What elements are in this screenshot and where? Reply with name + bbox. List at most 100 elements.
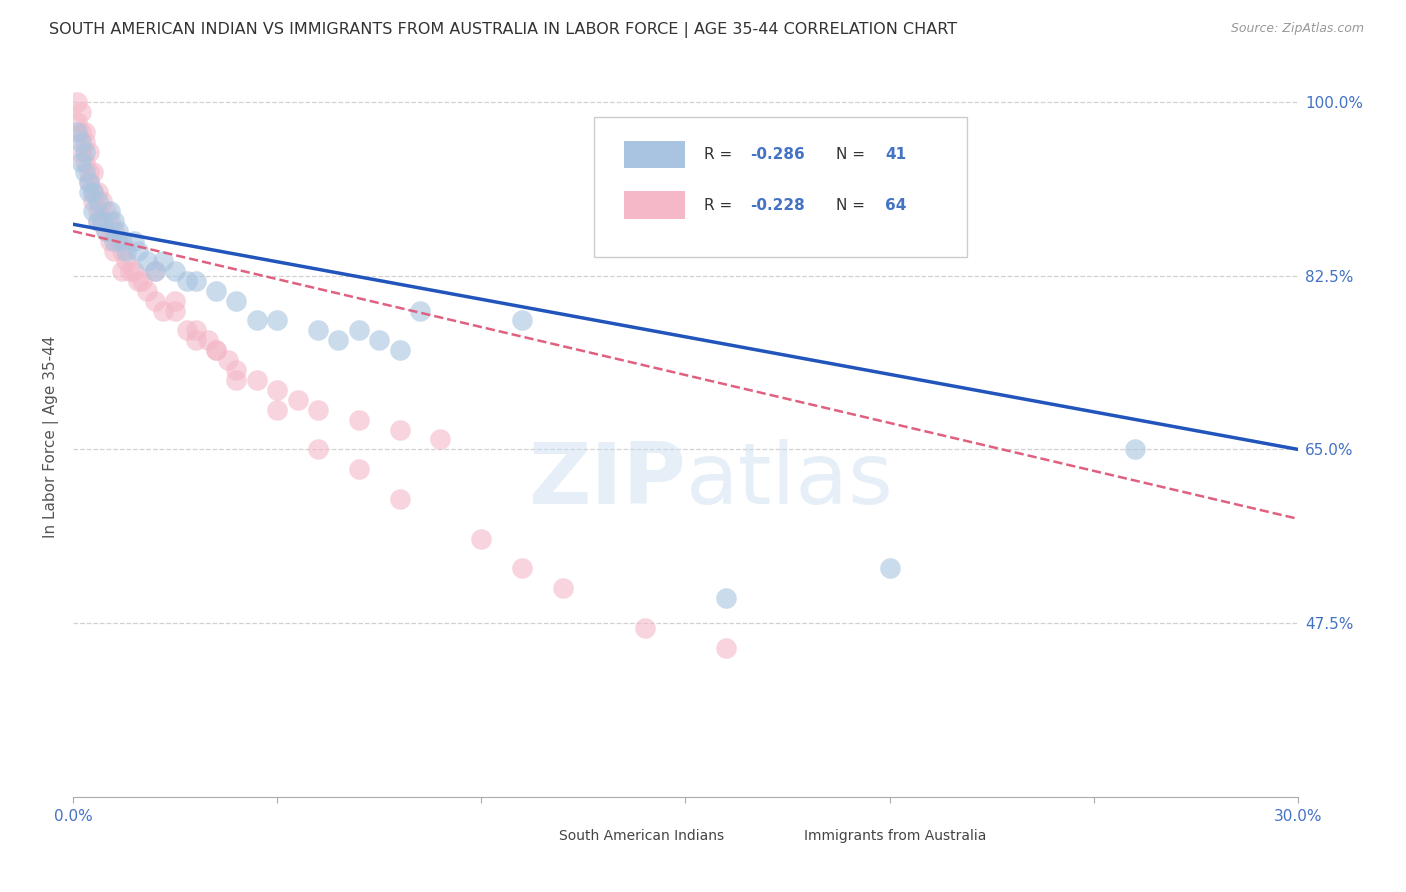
Point <box>107 224 129 238</box>
Point <box>135 284 157 298</box>
FancyBboxPatch shape <box>624 141 686 169</box>
Point <box>510 561 533 575</box>
Point <box>79 145 101 159</box>
Point <box>225 293 247 308</box>
Point <box>75 164 97 178</box>
Point <box>79 175 101 189</box>
Point <box>98 234 121 248</box>
Point <box>205 284 228 298</box>
Text: N =: N = <box>837 198 870 212</box>
Point <box>388 491 411 506</box>
Point <box>70 125 93 139</box>
Point <box>111 244 134 258</box>
Point <box>225 363 247 377</box>
Point <box>70 154 93 169</box>
Point <box>152 254 174 268</box>
Point <box>94 224 117 238</box>
Point <box>165 293 187 308</box>
Point <box>716 640 738 655</box>
Point <box>86 214 108 228</box>
Point <box>103 244 125 258</box>
Point <box>716 591 738 606</box>
Point <box>176 274 198 288</box>
Point <box>103 234 125 248</box>
Point <box>470 532 492 546</box>
Point <box>633 621 655 635</box>
Point <box>86 185 108 199</box>
Text: 64: 64 <box>886 198 907 212</box>
Point <box>307 323 329 337</box>
Text: -0.286: -0.286 <box>751 147 806 162</box>
Point <box>86 214 108 228</box>
Text: R =: R = <box>704 198 737 212</box>
Point <box>307 442 329 457</box>
Point <box>266 402 288 417</box>
Point <box>98 204 121 219</box>
Point <box>94 204 117 219</box>
Point <box>347 412 370 426</box>
Point <box>551 581 574 595</box>
Point <box>429 433 451 447</box>
Point <box>184 274 207 288</box>
Point <box>115 254 138 268</box>
Point <box>111 264 134 278</box>
Point <box>90 194 112 209</box>
Text: Source: ZipAtlas.com: Source: ZipAtlas.com <box>1230 22 1364 36</box>
FancyBboxPatch shape <box>508 823 551 849</box>
Point <box>75 125 97 139</box>
Point <box>86 194 108 209</box>
Point <box>79 175 101 189</box>
Point <box>266 313 288 327</box>
Point <box>98 214 121 228</box>
Point <box>75 135 97 149</box>
Point <box>152 303 174 318</box>
Point <box>90 214 112 228</box>
Point <box>205 343 228 358</box>
Point <box>184 323 207 337</box>
Point <box>86 204 108 219</box>
FancyBboxPatch shape <box>752 823 796 849</box>
Point <box>225 373 247 387</box>
Text: atlas: atlas <box>686 439 893 522</box>
Point <box>879 561 901 575</box>
Point <box>103 224 125 238</box>
Point <box>217 353 239 368</box>
FancyBboxPatch shape <box>593 117 967 257</box>
Text: R =: R = <box>704 147 737 162</box>
Point <box>510 313 533 327</box>
Text: South American Indians: South American Indians <box>560 829 724 843</box>
Point <box>75 145 97 159</box>
Point <box>388 343 411 358</box>
Point <box>368 333 391 347</box>
Point <box>103 214 125 228</box>
Point <box>66 115 89 129</box>
Point <box>246 313 269 327</box>
Text: N =: N = <box>837 147 870 162</box>
Point <box>66 95 89 110</box>
Text: SOUTH AMERICAN INDIAN VS IMMIGRANTS FROM AUSTRALIA IN LABOR FORCE | AGE 35-44 CO: SOUTH AMERICAN INDIAN VS IMMIGRANTS FROM… <box>49 22 957 38</box>
Point <box>197 333 219 347</box>
Point <box>66 125 89 139</box>
Point <box>70 145 93 159</box>
Point <box>107 234 129 248</box>
Point <box>347 462 370 476</box>
Text: Immigrants from Australia: Immigrants from Australia <box>804 829 987 843</box>
Point <box>307 402 329 417</box>
Point <box>246 373 269 387</box>
Point <box>115 244 138 258</box>
Point <box>165 264 187 278</box>
Text: ZIP: ZIP <box>527 439 686 522</box>
Point <box>143 264 166 278</box>
Text: 41: 41 <box>886 147 907 162</box>
Point <box>127 244 149 258</box>
Point <box>1123 442 1146 457</box>
Point <box>82 164 104 178</box>
Point <box>70 135 93 149</box>
Point <box>90 214 112 228</box>
Point <box>75 154 97 169</box>
Point <box>347 323 370 337</box>
FancyBboxPatch shape <box>624 192 686 219</box>
Point <box>94 224 117 238</box>
Point <box>122 264 145 278</box>
Point <box>131 274 153 288</box>
